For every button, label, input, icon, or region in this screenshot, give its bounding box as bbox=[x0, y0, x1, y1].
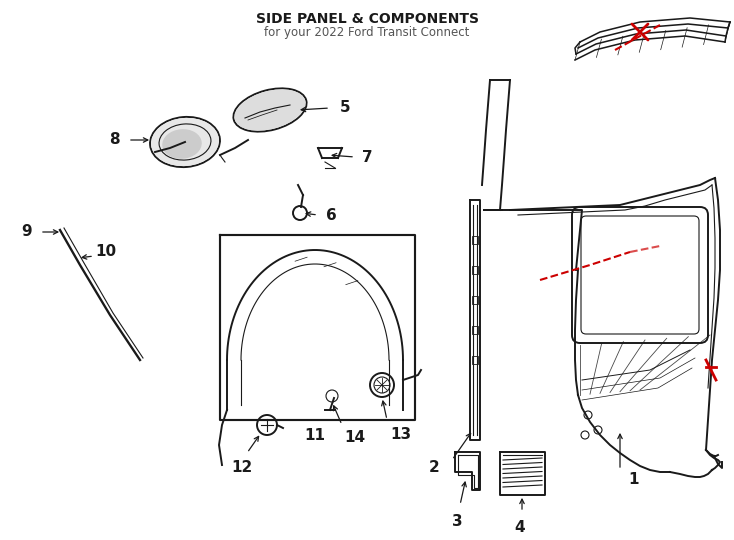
Bar bbox=[472, 266, 478, 274]
Ellipse shape bbox=[234, 89, 305, 131]
Bar bbox=[472, 236, 478, 244]
Ellipse shape bbox=[151, 118, 219, 166]
Text: 6: 6 bbox=[326, 207, 337, 222]
Text: SIDE PANEL & COMPONENTS: SIDE PANEL & COMPONENTS bbox=[255, 12, 479, 26]
Text: 8: 8 bbox=[109, 132, 120, 147]
FancyBboxPatch shape bbox=[581, 216, 699, 334]
Ellipse shape bbox=[163, 130, 201, 158]
Text: 3: 3 bbox=[451, 514, 462, 529]
Text: 12: 12 bbox=[231, 460, 252, 475]
FancyBboxPatch shape bbox=[572, 207, 708, 343]
Text: 2: 2 bbox=[429, 461, 440, 476]
Text: 4: 4 bbox=[515, 520, 526, 535]
Text: 1: 1 bbox=[628, 472, 639, 488]
Bar bbox=[472, 326, 478, 334]
Text: 11: 11 bbox=[305, 428, 325, 443]
Bar bbox=[472, 356, 478, 364]
Text: 13: 13 bbox=[390, 427, 411, 442]
Text: 9: 9 bbox=[21, 225, 32, 240]
Text: 10: 10 bbox=[95, 245, 116, 260]
Bar bbox=[472, 296, 478, 304]
Text: 7: 7 bbox=[362, 150, 373, 165]
Text: 5: 5 bbox=[340, 100, 351, 116]
Text: 14: 14 bbox=[344, 430, 365, 445]
Text: for your 2022 Ford Transit Connect: for your 2022 Ford Transit Connect bbox=[264, 26, 470, 39]
